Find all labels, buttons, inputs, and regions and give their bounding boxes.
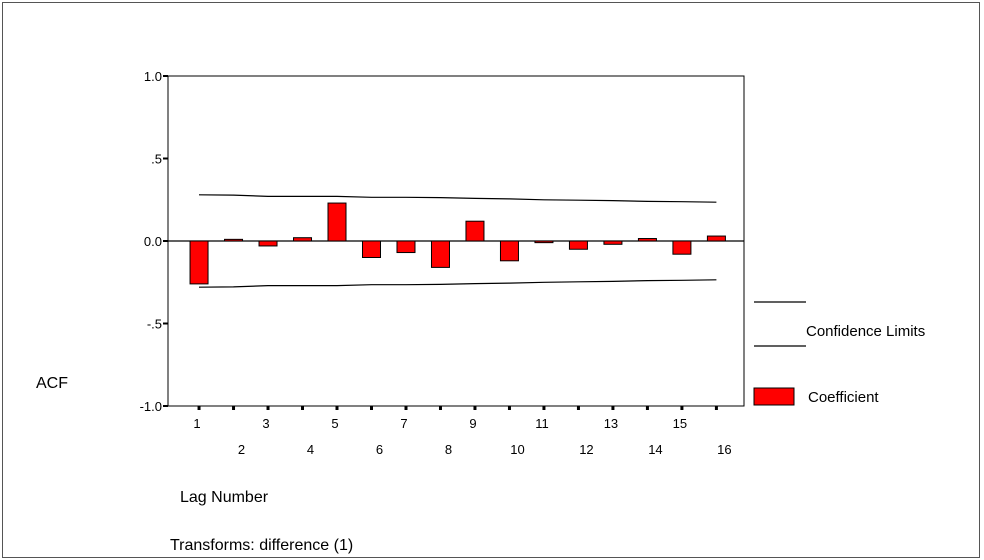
x-tick-label: 9 xyxy=(469,416,476,431)
y-axis-label: ACF xyxy=(36,375,68,392)
bar-lag-13 xyxy=(603,240,623,245)
x-tick-label: 4 xyxy=(307,442,314,457)
legend: Confidence Limits Coefficient xyxy=(753,301,925,406)
bar-lag-10 xyxy=(499,240,519,262)
x-tick-label: 11 xyxy=(535,416,549,431)
bar-lag-6 xyxy=(361,240,381,258)
bar-lag-3 xyxy=(258,240,278,247)
legend-swatch-coefficient xyxy=(753,387,795,406)
y-tick-label: 0.0 xyxy=(144,234,162,249)
x-tick-label: 1 xyxy=(193,416,200,431)
bar-lag-1 xyxy=(189,240,209,285)
x-tick-label: 7 xyxy=(400,416,407,431)
y-tick-label: -1.0 xyxy=(140,399,162,414)
bar-lag-14 xyxy=(637,238,657,242)
upper-confidence-limit xyxy=(198,194,717,203)
lower-confidence-limit xyxy=(198,279,717,288)
x-tick-label: 5 xyxy=(331,416,338,431)
x-tick-label: 8 xyxy=(445,442,452,457)
transform-note: Transforms: difference (1) xyxy=(170,537,353,554)
bar-lag-15 xyxy=(672,240,692,255)
legend-label-coefficient: Coefficient xyxy=(808,389,879,406)
bar-lag-11 xyxy=(534,240,554,244)
y-tick-label: -.5 xyxy=(147,317,162,332)
axes xyxy=(163,75,745,410)
bar-lag-5 xyxy=(327,202,347,242)
x-tick-label: 10 xyxy=(510,442,524,457)
x-tick-label: 2 xyxy=(238,442,245,457)
bar-lag-9 xyxy=(465,220,485,242)
y-tick-label: .5 xyxy=(151,152,162,167)
x-tick-label: 14 xyxy=(648,442,662,457)
x-axis-label: Lag Number xyxy=(180,489,269,506)
bar-lag-8 xyxy=(430,240,450,268)
bar-lag-16 xyxy=(706,235,726,242)
bar-lag-2 xyxy=(224,238,244,242)
bars xyxy=(189,202,726,285)
x-tick-label: 3 xyxy=(262,416,269,431)
x-tick-label: 6 xyxy=(376,442,383,457)
legend-label-confidence: Confidence Limits xyxy=(806,323,925,340)
x-tick-label: 15 xyxy=(673,416,687,431)
bar-lag-12 xyxy=(568,240,588,250)
x-tick-label: 16 xyxy=(717,442,731,457)
x-tick-label: 12 xyxy=(579,442,593,457)
bar-lag-7 xyxy=(396,240,416,254)
x-tick-label: 13 xyxy=(604,416,618,431)
y-tick-label: 1.0 xyxy=(144,69,162,84)
bar-lag-4 xyxy=(293,237,313,242)
confidence-limit-lines xyxy=(198,194,717,288)
